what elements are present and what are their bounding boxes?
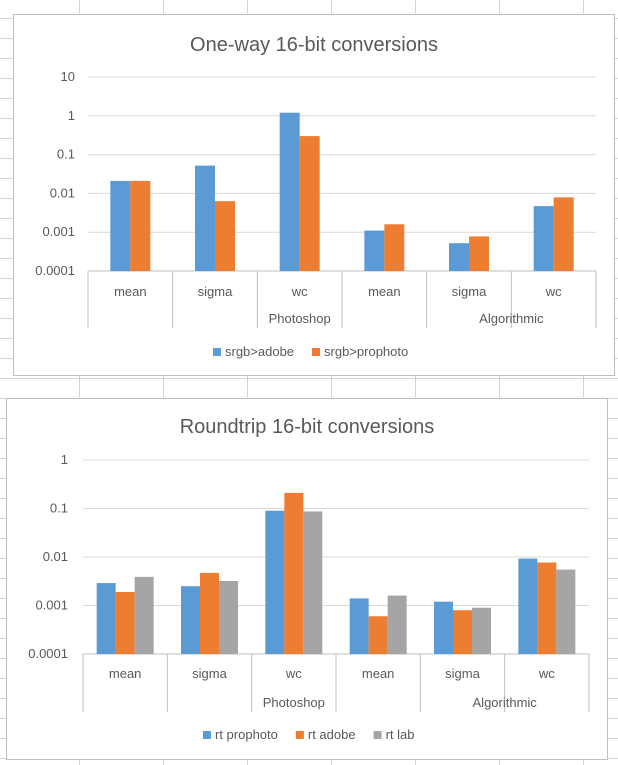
legend-swatch bbox=[295, 731, 304, 739]
y-tick-label: 0.1 bbox=[57, 147, 75, 162]
chart-one-way: One-way 16-bit conversions 10 1 0.1 0.01 0.00… bbox=[13, 14, 615, 376]
chart-roundtrip: Roundtrip 16-bit conversions 1 0.1 0.01 0.00… bbox=[6, 398, 608, 760]
chart-one-way-svg: One-way 16-bit conversions 10 1 0.1 0.01 0.00… bbox=[35, 34, 597, 359]
x-category-label: sigma bbox=[192, 666, 227, 681]
bar-rt-prophoto-1 bbox=[96, 583, 116, 654]
bar-rt-prophoto-3 bbox=[265, 510, 285, 654]
bar-rt-lab-6 bbox=[556, 569, 576, 654]
legend-swatch bbox=[203, 731, 211, 739]
bar-rt-prophoto-6 bbox=[518, 558, 538, 654]
bar-srgb-adobe-3 bbox=[279, 112, 300, 271]
x-category-label: sigma bbox=[452, 284, 487, 299]
bar-rt-prophoto-4 bbox=[349, 598, 369, 654]
bar-rt-adobe-3 bbox=[284, 492, 304, 654]
x-category-label: wc bbox=[538, 666, 555, 681]
bar-srgb-prophoto-3 bbox=[299, 136, 320, 271]
x-category-label: sigma bbox=[198, 284, 233, 299]
x-category-label: mean bbox=[362, 666, 395, 681]
bar-rt-adobe-4 bbox=[368, 616, 388, 654]
y-tick-label: 1 bbox=[61, 452, 68, 467]
x-group-label: Algorithmic bbox=[479, 311, 544, 326]
legend-label: rt prophoto bbox=[215, 727, 278, 742]
x-group-label: Photoshop bbox=[269, 311, 331, 326]
y-tick-label: 0.0001 bbox=[35, 263, 75, 278]
bar-rt-adobe-6 bbox=[537, 562, 557, 654]
y-tick-label: 0.1 bbox=[50, 501, 68, 516]
y-tick-label: 0.01 bbox=[50, 185, 75, 200]
bar-rt-lab-1 bbox=[134, 576, 154, 654]
bar-rt-lab-2 bbox=[219, 581, 238, 654]
legend-label: rt lab bbox=[386, 727, 415, 742]
bar-rt-lab-3 bbox=[303, 511, 323, 654]
bar-srgb-adobe-1 bbox=[110, 180, 131, 271]
x-category-label: wc bbox=[545, 284, 562, 299]
x-group-label: Photoshop bbox=[263, 695, 325, 710]
bar-rt-prophoto-5 bbox=[434, 601, 453, 654]
y-tick-label: 0.001 bbox=[42, 224, 75, 239]
bar-rt-lab-5 bbox=[472, 607, 491, 654]
chart-title: Roundtrip 16-bit conversions bbox=[180, 416, 435, 438]
x-category-label: mean bbox=[114, 284, 147, 299]
x-group-label: Algorithmic bbox=[473, 695, 538, 710]
bar-srgb-prophoto-5 bbox=[469, 236, 489, 271]
y-tick-label: 1 bbox=[68, 108, 75, 123]
chart-roundtrip-svg: Roundtrip 16-bit conversions 1 0.1 0.01 0.00… bbox=[28, 416, 590, 742]
bar-srgb-prophoto-1 bbox=[130, 180, 151, 271]
y-tick-label: 0.001 bbox=[35, 598, 68, 613]
bar-srgb-prophoto-2 bbox=[215, 201, 235, 271]
x-category-label: mean bbox=[109, 666, 142, 681]
y-tick-label: 0.01 bbox=[43, 549, 68, 564]
y-tick-label: 0.0001 bbox=[28, 646, 68, 661]
bar-srgb-adobe-6 bbox=[533, 206, 554, 271]
legend-label: srgb>adobe bbox=[225, 344, 294, 359]
x-category-label: sigma bbox=[445, 666, 480, 681]
legend-swatch bbox=[373, 731, 382, 739]
bar-srgb-prophoto-6 bbox=[553, 197, 574, 271]
x-category-label: mean bbox=[368, 284, 401, 299]
bar-rt-adobe-2 bbox=[200, 572, 219, 654]
y-tick-label: 10 bbox=[61, 69, 75, 84]
bar-srgb-prophoto-4 bbox=[384, 224, 405, 271]
bar-srgb-adobe-4 bbox=[364, 230, 385, 271]
legend-swatch bbox=[312, 348, 321, 356]
bar-rt-adobe-1 bbox=[115, 591, 135, 654]
legend-label: rt adobe bbox=[308, 727, 356, 742]
legend-label: srgb>prophoto bbox=[324, 344, 408, 359]
bar-srgb-adobe-2 bbox=[195, 165, 215, 271]
bar-rt-prophoto-2 bbox=[181, 586, 200, 654]
bar-srgb-adobe-5 bbox=[449, 243, 469, 271]
x-category-label: wc bbox=[285, 666, 302, 681]
bar-rt-adobe-5 bbox=[453, 610, 472, 654]
bar-rt-lab-4 bbox=[387, 595, 407, 654]
chart-title: One-way 16-bit conversions bbox=[190, 34, 438, 56]
legend-swatch bbox=[213, 348, 221, 356]
x-category-label: wc bbox=[291, 284, 308, 299]
